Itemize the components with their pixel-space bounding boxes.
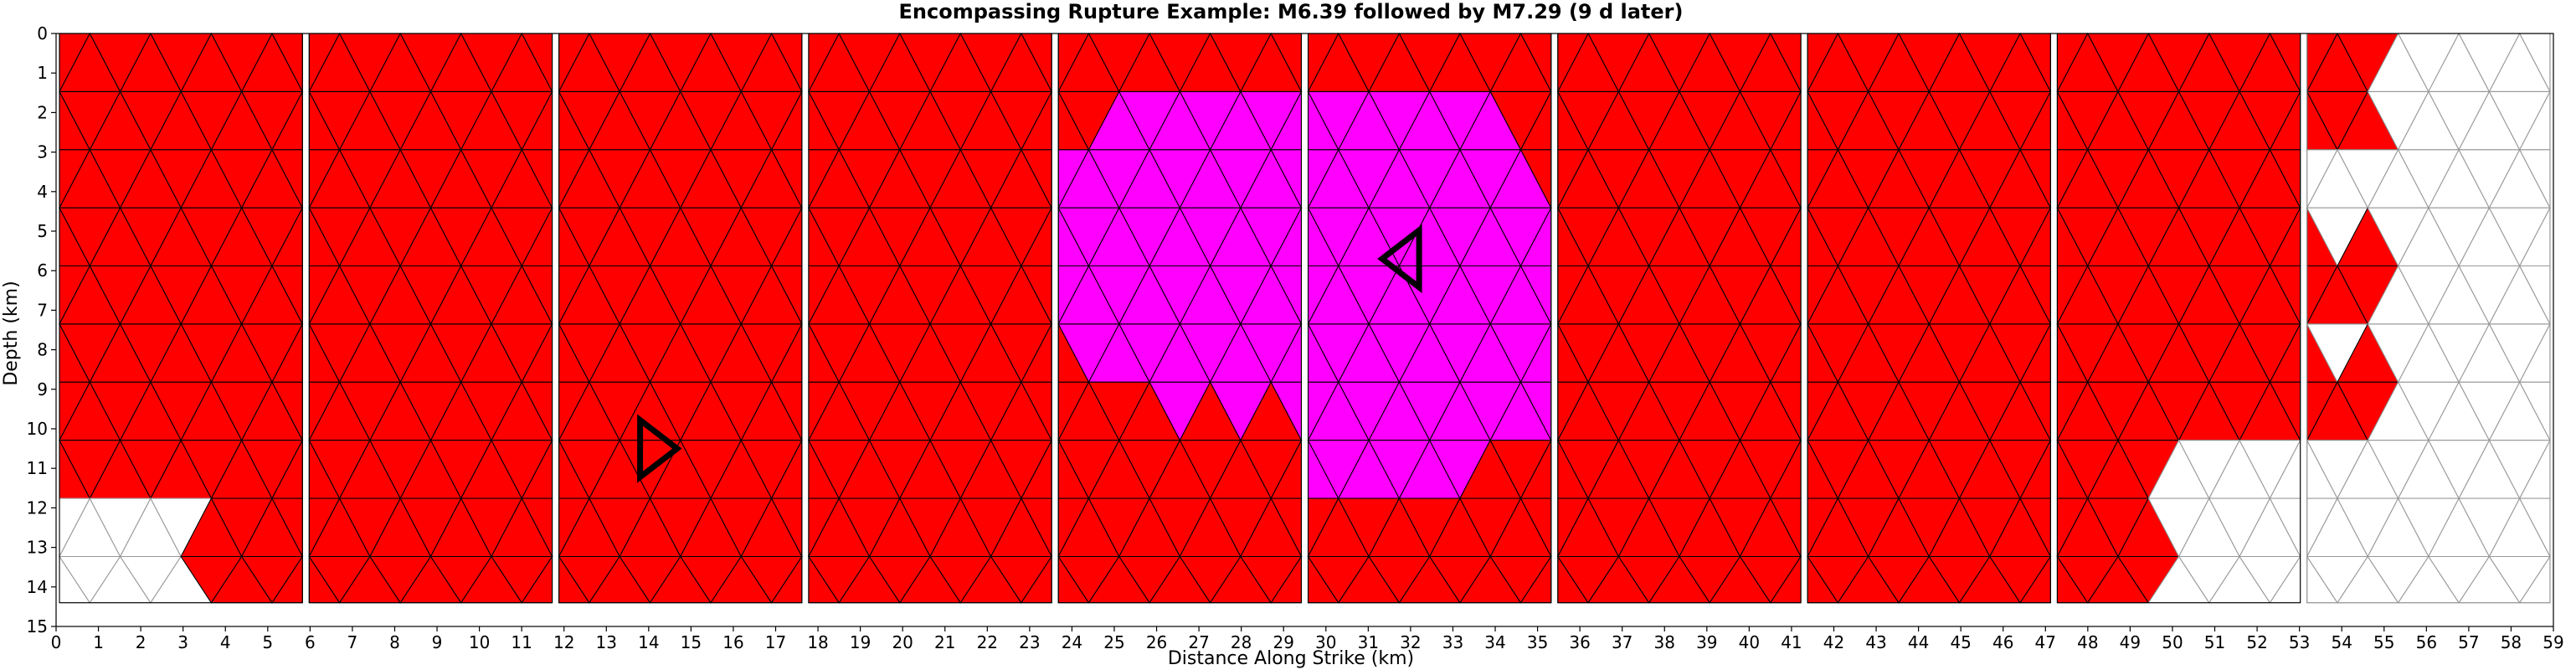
y-tick-label: 8 xyxy=(37,340,48,360)
x-tick-label: 23 xyxy=(1019,632,1040,652)
x-tick-label: 1 xyxy=(93,632,104,652)
x-tick-label: 40 xyxy=(1739,632,1760,652)
x-tick-label: 26 xyxy=(1146,632,1167,652)
y-axis-label: Depth (km) xyxy=(1,281,22,385)
y-tick-label: 4 xyxy=(37,182,48,202)
x-tick-label: 12 xyxy=(553,632,574,652)
x-tick-label: 15 xyxy=(681,632,702,652)
x-tick-label: 6 xyxy=(305,632,316,652)
x-tick-label: 50 xyxy=(2162,632,2183,652)
x-tick-label: 56 xyxy=(2416,632,2437,652)
x-tick-label: 52 xyxy=(2246,632,2267,652)
x-axis-ticks: 0 1 2 3 4 5 6 7 8 9 10 11 12 13 14 15 16 17 18 19 20 21 22 23 24… xyxy=(51,626,2564,652)
y-tick-label: 9 xyxy=(37,379,48,399)
fault-segment xyxy=(807,32,1053,604)
axes-frame xyxy=(55,33,2554,627)
fault-segment xyxy=(58,32,304,604)
y-tick-label: 3 xyxy=(37,142,48,162)
y-tick-label: 7 xyxy=(37,300,48,320)
x-tick-label: 55 xyxy=(2373,632,2394,652)
y-tick-label: 6 xyxy=(37,260,48,281)
fault-segment xyxy=(1307,32,1552,604)
x-tick-label: 21 xyxy=(934,632,955,652)
x-tick-label: 24 xyxy=(1062,632,1082,652)
x-tick-label: 45 xyxy=(1950,632,1971,652)
x-tick-label: 29 xyxy=(1273,632,1293,652)
y-tick-label: 10 xyxy=(27,419,48,439)
x-tick-label: 48 xyxy=(2077,632,2098,652)
x-tick-label: 38 xyxy=(1654,632,1675,652)
x-tick-label: 47 xyxy=(2035,632,2056,652)
x-tick-label: 57 xyxy=(2458,632,2479,652)
x-tick-label: 5 xyxy=(262,632,273,652)
x-axis-label: Distance Along Strike (km) xyxy=(1168,648,1414,669)
x-tick-label: 51 xyxy=(2204,632,2225,652)
y-tick-label: 11 xyxy=(27,458,48,478)
x-tick-label: 25 xyxy=(1103,632,1124,652)
y-tick-label: 2 xyxy=(37,102,48,122)
x-tick-label: 16 xyxy=(722,632,743,652)
x-tick-label: 19 xyxy=(850,632,871,652)
fault-segment xyxy=(2306,32,2552,604)
x-tick-label: 53 xyxy=(2289,632,2310,652)
x-tick-label: 44 xyxy=(1908,632,1929,652)
x-tick-label: 41 xyxy=(1781,632,1802,652)
y-tick-label: 15 xyxy=(27,616,48,636)
x-tick-label: 58 xyxy=(2501,632,2522,652)
fault-mesh xyxy=(58,32,2552,604)
x-tick-label: 13 xyxy=(596,632,617,652)
y-tick-label: 0 xyxy=(37,23,48,44)
chart-title: Encompassing Rupture Example: M6.39 foll… xyxy=(899,0,1684,23)
x-tick-label: 4 xyxy=(220,632,231,652)
x-tick-label: 20 xyxy=(892,632,913,652)
x-tick-label: 34 xyxy=(1484,632,1505,652)
x-tick-label: 17 xyxy=(765,632,786,652)
x-tick-label: 30 xyxy=(1315,632,1336,652)
x-tick-label: 42 xyxy=(1823,632,1844,652)
hypocenter-marker xyxy=(1377,224,1422,294)
x-tick-label: 10 xyxy=(469,632,490,652)
x-tick-label: 22 xyxy=(977,632,998,652)
x-tick-label: 11 xyxy=(511,632,532,652)
x-tick-label: 33 xyxy=(1442,632,1463,652)
x-tick-label: 39 xyxy=(1696,632,1717,652)
x-tick-label: 37 xyxy=(1612,632,1632,652)
x-tick-label: 49 xyxy=(2120,632,2141,652)
x-tick-label: 43 xyxy=(1865,632,1886,652)
x-tick-label: 28 xyxy=(1231,632,1252,652)
hypocenter-marker xyxy=(637,414,682,483)
x-tick-label: 14 xyxy=(638,632,659,652)
fault-segment xyxy=(1556,32,1802,604)
y-tick-label: 1 xyxy=(37,63,48,83)
fault-segment xyxy=(1807,32,2052,604)
x-tick-label: 35 xyxy=(1527,632,1548,652)
hypocenter-markers xyxy=(637,224,1422,483)
x-tick-label: 3 xyxy=(177,632,188,652)
fault-segment xyxy=(308,32,553,604)
x-tick-label: 27 xyxy=(1188,632,1209,652)
x-tick-label: 32 xyxy=(1400,632,1421,652)
y-tick-label: 12 xyxy=(27,497,48,518)
x-tick-label: 7 xyxy=(347,632,358,652)
plot-area: 0 1 2 3 4 5 6 7 8 9 10 11 12 13 14 15 16 17 18 19 20 21 22 23 24… xyxy=(27,23,2564,652)
y-tick-label: 14 xyxy=(27,577,48,597)
x-tick-label: 8 xyxy=(389,632,400,652)
fault-segment xyxy=(2056,32,2301,604)
x-tick-label: 59 xyxy=(2543,632,2563,652)
x-tick-label: 46 xyxy=(1992,632,2013,652)
x-tick-label: 2 xyxy=(136,632,147,652)
x-tick-label: 9 xyxy=(432,632,443,652)
x-tick-label: 0 xyxy=(51,632,62,652)
x-tick-label: 18 xyxy=(807,632,828,652)
fault-segment xyxy=(558,32,803,604)
y-tick-label: 13 xyxy=(27,538,48,558)
x-tick-label: 31 xyxy=(1358,632,1379,652)
x-tick-label: 54 xyxy=(2331,632,2352,652)
fault-segment xyxy=(1057,32,1303,604)
y-tick-label: 5 xyxy=(37,221,48,241)
x-tick-label: 36 xyxy=(1569,632,1590,652)
